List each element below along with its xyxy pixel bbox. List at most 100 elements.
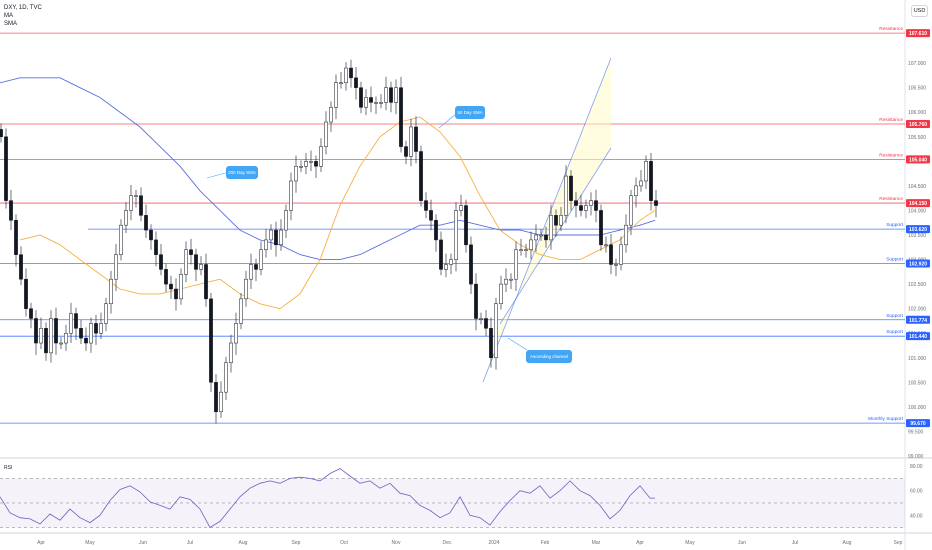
price-tick-label: 100.500 xyxy=(908,380,926,386)
level-price-badge: 99.670 xyxy=(910,421,926,427)
ascending-channel[interactable] xyxy=(482,57,612,383)
candle-body xyxy=(214,382,218,413)
candle-body xyxy=(279,229,283,246)
candle-body xyxy=(549,215,553,241)
level-price-badge-bg xyxy=(906,225,930,234)
candle-body xyxy=(399,87,403,147)
sma-indicator-label[interactable]: SMA xyxy=(4,21,18,27)
candle-body xyxy=(424,200,428,211)
candle-body xyxy=(109,278,113,305)
symbol-legend[interactable]: DXY, 1D, TVC MA SMA xyxy=(4,4,42,28)
candle-body xyxy=(29,308,33,319)
candle-body xyxy=(609,244,613,265)
level-price-badge: 101.440 xyxy=(909,334,927,340)
price-tick-label: 104.000 xyxy=(908,208,926,214)
candle-body xyxy=(594,200,598,211)
candle-body xyxy=(454,210,458,260)
price-tick-label: 105.500 xyxy=(908,135,926,141)
candle-body xyxy=(394,87,398,103)
candle-body xyxy=(649,161,653,201)
level-kind-label: Resistance xyxy=(879,152,903,158)
annotation-200-day-sma[interactable]: 200 Day SMA xyxy=(226,166,258,179)
candle-body xyxy=(349,67,353,79)
candle-body xyxy=(554,215,558,226)
candle-body xyxy=(174,288,178,300)
time-axis[interactable]: Apr May Jun Jul Aug Sep Oct Nov Dec 2024 Feb Mar Apr… xyxy=(37,540,903,546)
candle-body xyxy=(449,259,453,265)
candle-body xyxy=(34,318,38,344)
candle-body xyxy=(494,303,498,359)
candle-body xyxy=(294,165,298,182)
candle-body xyxy=(129,195,133,211)
candle-body xyxy=(239,298,243,324)
time-tick-label: Feb xyxy=(541,540,550,546)
candle-body xyxy=(74,313,78,329)
time-tick-label: Dec xyxy=(443,540,452,546)
candle-body xyxy=(64,332,68,344)
level-price-badge-bg xyxy=(906,120,930,129)
currency-button[interactable]: USD xyxy=(911,5,928,17)
candle-body xyxy=(19,254,23,280)
candle-body xyxy=(464,205,468,246)
symbol-title[interactable]: DXY, 1D, TVC xyxy=(4,5,42,11)
level-price-badge: 104.150 xyxy=(909,201,927,207)
candle-body xyxy=(264,239,268,250)
candle-body xyxy=(514,249,518,280)
candle-body xyxy=(54,318,58,344)
channel-upper-line[interactable] xyxy=(482,57,612,383)
time-tick-label: Apr xyxy=(636,540,644,546)
level-price-badge-bg xyxy=(906,199,930,208)
level-kind-label: Support xyxy=(886,329,903,335)
candle-body xyxy=(164,269,168,285)
annotation-ascending-channel[interactable]: Ascending channel xyxy=(526,350,572,363)
candle-body xyxy=(499,283,503,305)
candle-body xyxy=(254,264,258,270)
candle-body xyxy=(204,264,208,300)
price-tick-label: 100.000 xyxy=(908,405,926,411)
candle-body xyxy=(159,254,163,270)
candle-body xyxy=(404,146,408,157)
candle-body xyxy=(329,107,333,123)
candle-body xyxy=(484,318,488,329)
time-tick-label: Sep xyxy=(292,540,301,546)
candle-body xyxy=(529,239,533,250)
time-tick-label: Nov xyxy=(392,540,401,546)
candle-body xyxy=(614,264,618,266)
level-kind-label: Resistance xyxy=(879,117,903,123)
time-tick-label: May xyxy=(685,540,695,546)
price-axis[interactable]: 107.000106.500106.000105.500105.000104.5… xyxy=(906,29,930,460)
candle-body xyxy=(604,244,608,247)
time-tick-label: Mar xyxy=(592,540,601,546)
candle-body xyxy=(169,283,173,290)
candle-body xyxy=(544,234,548,241)
price-tick-label: 106.500 xyxy=(908,86,926,92)
ma-indicator-label[interactable]: MA xyxy=(4,13,13,19)
candle-body xyxy=(524,249,528,251)
candle-body xyxy=(114,254,118,280)
candle-body xyxy=(559,215,563,226)
candle-body xyxy=(364,97,368,108)
candle-body xyxy=(69,313,73,334)
candle-body xyxy=(564,175,568,216)
candle-body xyxy=(344,67,348,84)
level-price-badge: 105.760 xyxy=(909,122,927,128)
sma-50-line xyxy=(19,116,656,310)
candle-body xyxy=(434,220,438,241)
candle-body xyxy=(519,249,523,251)
candle-body xyxy=(154,239,158,255)
annotation-50-day-sma[interactable]: 50 Day SMA xyxy=(455,106,485,119)
candle-body xyxy=(534,234,538,241)
level-price-badge: 105.040 xyxy=(909,157,927,163)
channel-lower-line[interactable] xyxy=(499,147,612,325)
candle-body xyxy=(369,97,373,103)
candle-body xyxy=(629,195,633,226)
level-kind-label: Monthly Support xyxy=(868,416,904,422)
candle-body xyxy=(139,195,143,216)
candle-body xyxy=(359,87,363,108)
rsi-label[interactable]: RSI xyxy=(4,465,12,471)
time-tick-label: Jun xyxy=(139,540,147,546)
price-tick-label: 99.000 xyxy=(908,454,924,460)
candle-body xyxy=(179,274,183,300)
